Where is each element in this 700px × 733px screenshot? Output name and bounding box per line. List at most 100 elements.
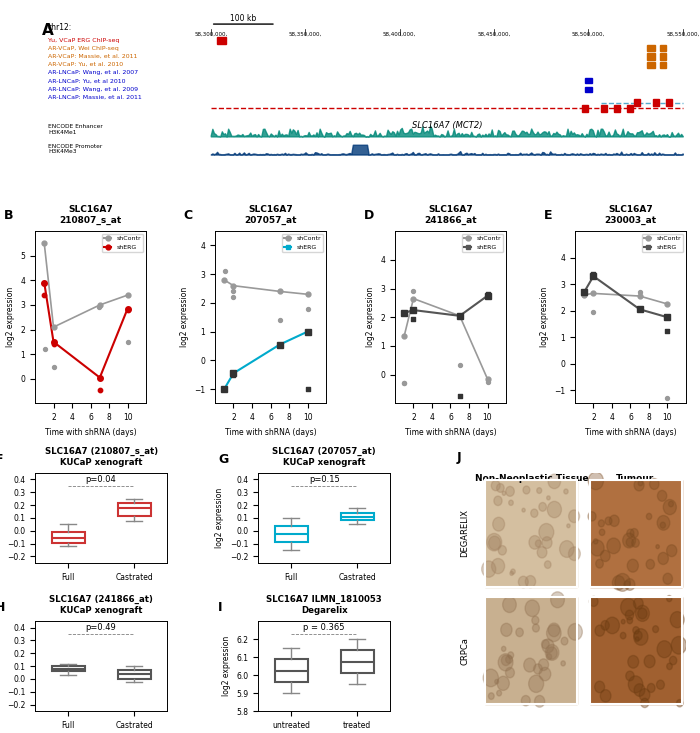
Text: AR-VCaP: Massie, et al. 2011: AR-VCaP: Massie, et al. 2011 bbox=[48, 54, 137, 59]
PathPatch shape bbox=[118, 670, 150, 679]
Circle shape bbox=[629, 676, 643, 693]
Text: E: E bbox=[544, 210, 552, 223]
Point bbox=[662, 392, 673, 404]
Circle shape bbox=[606, 617, 620, 634]
Circle shape bbox=[656, 545, 659, 549]
Circle shape bbox=[626, 671, 634, 681]
Point bbox=[40, 343, 51, 355]
Text: Tumour: Tumour bbox=[615, 474, 654, 483]
Point bbox=[122, 304, 133, 316]
Circle shape bbox=[638, 608, 647, 619]
Circle shape bbox=[568, 547, 580, 561]
Circle shape bbox=[482, 561, 496, 578]
Bar bbox=[589, 480, 682, 587]
Text: C: C bbox=[184, 210, 193, 223]
Circle shape bbox=[501, 647, 506, 652]
Point bbox=[454, 358, 466, 370]
Text: 58,450,000,: 58,450,000, bbox=[477, 32, 510, 37]
PathPatch shape bbox=[52, 532, 85, 543]
Text: 58,350,000,: 58,350,000, bbox=[288, 32, 322, 37]
Point bbox=[38, 290, 50, 301]
Point bbox=[634, 303, 645, 315]
Circle shape bbox=[533, 664, 542, 674]
Circle shape bbox=[510, 571, 513, 575]
Point bbox=[94, 384, 106, 396]
Text: p = 0.365: p = 0.365 bbox=[303, 623, 345, 632]
Y-axis label: log2 expression: log2 expression bbox=[540, 287, 549, 347]
Circle shape bbox=[652, 626, 659, 633]
Circle shape bbox=[588, 472, 603, 490]
Circle shape bbox=[522, 696, 530, 706]
Circle shape bbox=[646, 559, 654, 569]
Circle shape bbox=[491, 559, 505, 574]
Text: A: A bbox=[41, 23, 53, 38]
Circle shape bbox=[666, 595, 672, 602]
Circle shape bbox=[626, 538, 634, 547]
Circle shape bbox=[636, 605, 650, 622]
Bar bbox=[660, 54, 666, 59]
Circle shape bbox=[630, 528, 638, 538]
Circle shape bbox=[500, 623, 512, 636]
Y-axis label: log2 expression: log2 expression bbox=[216, 488, 225, 548]
Circle shape bbox=[657, 490, 667, 501]
Text: p=0.04: p=0.04 bbox=[85, 475, 116, 484]
Circle shape bbox=[548, 474, 561, 489]
Circle shape bbox=[590, 540, 604, 556]
Point bbox=[634, 286, 645, 298]
Circle shape bbox=[567, 524, 570, 528]
Circle shape bbox=[547, 647, 557, 659]
Title: SLC16A7
241866_at: SLC16A7 241866_at bbox=[424, 205, 477, 225]
Circle shape bbox=[657, 680, 664, 689]
Title: SLC16A7
230003_at: SLC16A7 230003_at bbox=[604, 205, 657, 225]
Text: AR-LNCaP: Wang, et al. 2007: AR-LNCaP: Wang, et al. 2007 bbox=[48, 70, 138, 75]
Circle shape bbox=[496, 484, 504, 493]
Circle shape bbox=[610, 515, 620, 526]
Circle shape bbox=[640, 699, 649, 707]
PathPatch shape bbox=[118, 503, 150, 516]
X-axis label: Time with shRNA (days): Time with shRNA (days) bbox=[584, 427, 676, 437]
Point bbox=[122, 336, 133, 347]
Circle shape bbox=[516, 628, 524, 637]
Circle shape bbox=[547, 496, 550, 500]
Circle shape bbox=[601, 621, 609, 630]
Circle shape bbox=[539, 502, 547, 511]
Circle shape bbox=[568, 510, 580, 523]
Circle shape bbox=[657, 515, 670, 530]
PathPatch shape bbox=[52, 666, 85, 671]
Circle shape bbox=[545, 644, 559, 660]
Circle shape bbox=[561, 661, 566, 666]
Circle shape bbox=[676, 699, 683, 707]
Circle shape bbox=[547, 654, 552, 660]
Point bbox=[228, 291, 239, 303]
Circle shape bbox=[548, 623, 560, 637]
Circle shape bbox=[537, 487, 542, 493]
Point bbox=[274, 339, 286, 350]
Circle shape bbox=[489, 536, 500, 550]
Circle shape bbox=[533, 624, 540, 632]
X-axis label: Time with shRNA (days): Time with shRNA (days) bbox=[225, 427, 316, 437]
Point bbox=[408, 313, 419, 325]
Circle shape bbox=[620, 633, 626, 639]
Text: H: H bbox=[0, 601, 6, 614]
Circle shape bbox=[634, 629, 648, 645]
Text: 58,400,000,: 58,400,000, bbox=[383, 32, 416, 37]
Circle shape bbox=[634, 598, 643, 609]
PathPatch shape bbox=[274, 526, 307, 542]
Circle shape bbox=[491, 481, 500, 490]
Text: AR-LNCaP: Wang, et al. 2009: AR-LNCaP: Wang, et al. 2009 bbox=[48, 86, 138, 92]
Text: D: D bbox=[364, 210, 374, 223]
Circle shape bbox=[497, 677, 510, 690]
Circle shape bbox=[559, 541, 574, 557]
Circle shape bbox=[612, 575, 624, 590]
Point bbox=[227, 286, 238, 298]
Title: SLC16A7 ILMN_1810053
Degarelix: SLC16A7 ILMN_1810053 Degarelix bbox=[266, 595, 382, 615]
Text: SLC16A7 (MCT2): SLC16A7 (MCT2) bbox=[412, 121, 482, 130]
Bar bbox=[660, 62, 666, 67]
Circle shape bbox=[601, 690, 611, 702]
Circle shape bbox=[634, 631, 642, 641]
Text: F: F bbox=[0, 453, 4, 466]
Circle shape bbox=[502, 491, 506, 496]
Title: SLC16A7 (241866_at)
KUCaP xenograft: SLC16A7 (241866_at) KUCaP xenograft bbox=[49, 595, 153, 615]
Bar bbox=[647, 62, 655, 67]
Circle shape bbox=[663, 573, 673, 584]
